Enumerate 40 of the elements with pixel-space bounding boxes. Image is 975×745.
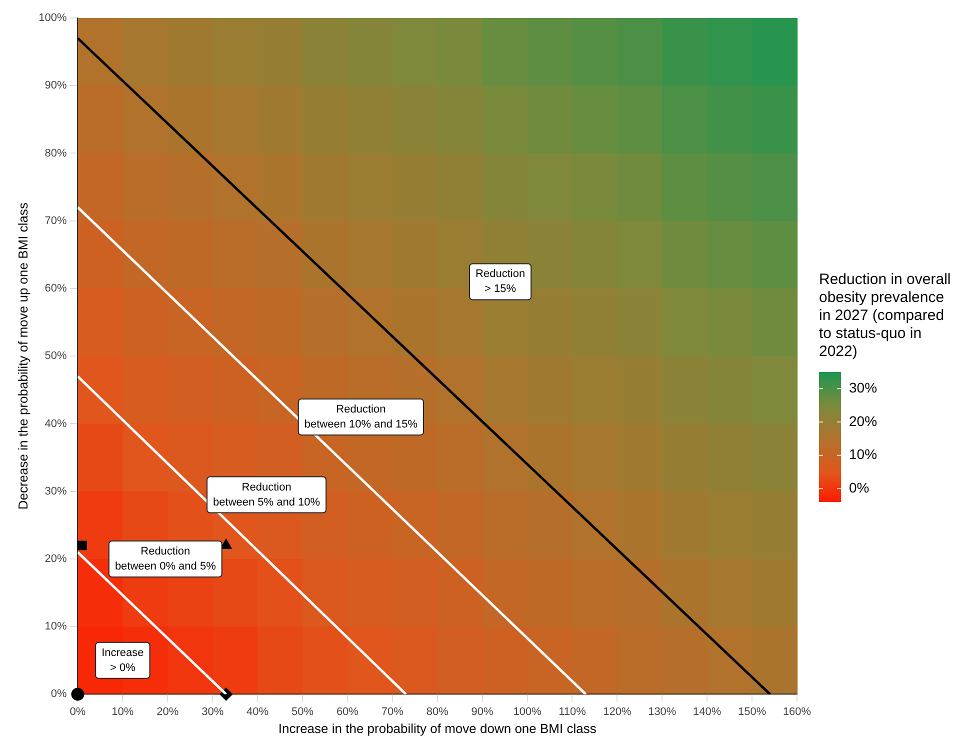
y-tick-label: 20% — [44, 552, 67, 565]
x-tick-label: 0% — [70, 706, 86, 718]
annotation: Reduction between 0% and 5% — [114, 545, 216, 572]
x-tick-label: 90% — [471, 706, 494, 718]
annotation: Reduction between 10% and 15% — [304, 403, 418, 430]
x-axis-title: Increase in the probability of move down one BMI class — [278, 720, 597, 736]
color-bar-label: 10% — [849, 446, 878, 462]
x-tick-label: 130% — [648, 706, 676, 718]
y-tick-label: 100% — [38, 12, 67, 24]
annotation: Reduction > 15% — [476, 268, 526, 296]
x-tick-label: 150% — [738, 706, 766, 718]
y-tick-label: 70% — [44, 214, 67, 227]
x-tick-label: 110% — [558, 706, 586, 718]
color-bar-label: 0% — [849, 480, 870, 496]
y-tick-label: 90% — [44, 80, 67, 92]
x-tick-label: 80% — [426, 706, 449, 718]
color-bar-label: 30% — [849, 380, 878, 396]
y-tick-label: 60% — [44, 282, 67, 295]
y-tick-label: 50% — [44, 350, 67, 362]
y-axis-title: Decrease in the probability of move up one BMI class — [15, 202, 30, 510]
x-tick-label: 120% — [603, 706, 632, 718]
y-tick-label: 40% — [44, 418, 67, 430]
x-tick-label: 70% — [381, 706, 404, 718]
x-tick-label: 160% — [782, 706, 812, 718]
y-tick-label: 30% — [44, 485, 67, 498]
x-tick-label: 10% — [112, 706, 134, 718]
x-tick-label: 40% — [246, 706, 269, 718]
y-tick-label: 80% — [44, 147, 67, 160]
y-tick-label: 0% — [50, 688, 67, 700]
annotation: Increase > 0% — [102, 646, 144, 674]
x-tick-label: 100% — [513, 706, 542, 718]
annotation: Reduction between 5% and 10% — [213, 481, 320, 508]
legend-title: Reduction in overall obesity prevalence in 2027 (compared to status-quo in 2022) — [819, 271, 951, 360]
x-tick-label: 60% — [336, 706, 359, 718]
x-tick-label: 50% — [291, 706, 314, 718]
color-bar-label: 20% — [849, 412, 878, 429]
y-tick-label: 10% — [44, 620, 67, 633]
x-tick-label: 140% — [693, 706, 722, 718]
x-tick-label: 30% — [202, 706, 224, 718]
x-tick-label: 20% — [156, 706, 179, 718]
